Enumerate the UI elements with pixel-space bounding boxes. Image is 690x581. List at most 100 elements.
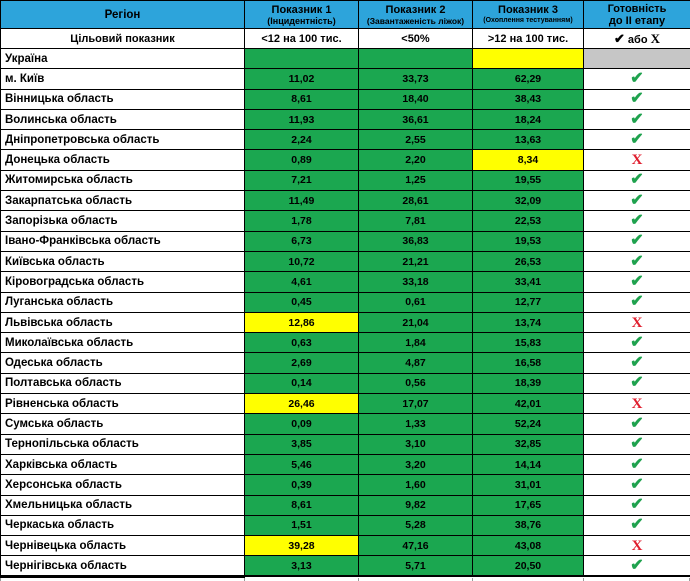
indicator-cell: 17,65 [472, 494, 584, 516]
indicator-cell: 26,46 [244, 393, 359, 415]
indicator-cell: 11,93 [244, 108, 359, 131]
region-cell: Київська область [0, 250, 245, 273]
target-indicator-row: Цільовий показник <12 на 100 тис. <50% >… [0, 28, 690, 49]
indicator-cell: 21,21 [358, 250, 473, 273]
cross-icon: Х [631, 314, 643, 331]
region-cell: Кіровоградська область [0, 271, 245, 293]
readiness-cell: ✔ [583, 250, 690, 273]
indicator-cell: 1,51 [244, 514, 359, 537]
readiness-cell: ✔ [583, 129, 690, 151]
indicator-cell: 8,34 [472, 149, 584, 171]
indicator-cell: 33,41 [472, 271, 584, 293]
cross-icon: Х [631, 395, 643, 412]
indicator-cell: 19,55 [472, 169, 584, 192]
readiness-cell: Х [583, 311, 690, 334]
table-row: м. Київ 11,02 33,73 62,29 ✔ [0, 68, 690, 90]
indicator-cell: 62,29 [472, 68, 584, 90]
check-icon: ✔ [630, 232, 644, 250]
indicator-cell: 2,69 [244, 352, 359, 374]
check-icon: ✔ [630, 212, 644, 230]
table-row: Вінницька область 8,61 18,40 38,43 ✔ [0, 88, 690, 110]
indicator-cell: 1,25 [358, 169, 473, 192]
indicator-cell: 3,10 [358, 433, 473, 455]
readiness-cell: ✔ [583, 68, 690, 90]
indicator-cell: 32,85 [472, 433, 584, 455]
indicator-cell: 42,01 [472, 393, 584, 415]
col-header-indicator3: Показник 3 (Охоплення тестуванням) [472, 0, 584, 29]
check-icon: ✔ [630, 333, 644, 351]
indicator-cell: 8,61 [244, 494, 359, 516]
readiness-cell: ✔ [583, 474, 690, 496]
indicator-cell: 0,89 [244, 149, 359, 171]
indicator-cell: 13,74 [472, 311, 584, 334]
indicator-cell: 1,78 [244, 210, 359, 232]
col-header-indicator2: Показник 2 (Завантаженість ліжок) [358, 0, 473, 29]
region-cell: Івано-Франківська область [0, 230, 245, 252]
indicator-cell: 32,09 [472, 190, 584, 212]
readiness-cell: Х [583, 393, 690, 415]
readiness-cell: ✔ [583, 210, 690, 232]
indicator-cell [358, 47, 473, 70]
readiness-cell: ✔ [583, 271, 690, 293]
indicator-cell: 21,04 [358, 311, 473, 334]
check-icon: ✔ [613, 30, 625, 46]
table-row: Черкаська область 1,51 5,28 38,76 ✔ [0, 514, 690, 537]
readiness-cell: ✔ [583, 190, 690, 212]
check-icon: ✔ [630, 516, 644, 534]
indicator-cell: 17,07 [358, 393, 473, 415]
region-cell: Сумська область [0, 413, 245, 435]
region-cell: Волинська область [0, 108, 245, 131]
indicator-cell: 16,58 [472, 352, 584, 374]
check-icon: ✔ [630, 252, 644, 270]
table-row: Миколаївська область 0,63 1,84 15,83 ✔ [0, 332, 690, 354]
region-cell: Херсонська область [0, 474, 245, 496]
table-row: Дніпропетровська область 2,24 2,55 13,63 ✔ [0, 129, 690, 151]
readiness-cell: ✔ [583, 453, 690, 476]
table-row: Сумська область 0,09 1,33 52,24 ✔ [0, 413, 690, 435]
indicator-cell: 4,87 [358, 352, 473, 374]
indicator-cell: 13,63 [472, 129, 584, 151]
indicator-cell: 7,81 [358, 210, 473, 232]
indicator-cell: 0,39 [244, 474, 359, 496]
readiness-cell: ✔ [583, 372, 690, 395]
indicator-cell: 18,39 [472, 372, 584, 395]
indicator-cell: 12,86 [244, 311, 359, 334]
indicator-cell: 33,73 [358, 68, 473, 90]
readiness-cell: ✔ [583, 230, 690, 252]
region-cell: Запорізька область [0, 210, 245, 232]
readiness-cell: ✔ [583, 291, 690, 313]
indicator-cell: 38,43 [472, 88, 584, 110]
indicator-cell: 20,50 [472, 555, 584, 578]
indicator-cell: 0,63 [244, 332, 359, 354]
indicator-cell: 15,83 [472, 332, 584, 354]
col-header-readiness: Готовність до II етапу [583, 0, 690, 29]
indicator-cell: 36,83 [358, 230, 473, 252]
col-header-indicator1: Показник 1 (Інцидентність) [244, 0, 359, 29]
region-cell: Миколаївська область [0, 332, 245, 354]
check-icon: ✔ [630, 171, 644, 189]
readiness-cell: ✔ [583, 514, 690, 537]
region-cell: м. Київ [0, 68, 245, 90]
check-icon: ✔ [630, 191, 644, 209]
region-cell: Чернівецька область [0, 535, 245, 557]
check-icon: ✔ [630, 69, 644, 87]
region-cell: Вінницька область [0, 88, 245, 110]
target-row-label: Цільовий показник [0, 28, 245, 49]
region-cell: Україна [0, 47, 245, 70]
region-cell: Львівська область [0, 311, 245, 334]
target-value-indicator3: >12 на 100 тис. [472, 28, 584, 49]
readiness-cell: ✔ [583, 169, 690, 192]
table-row: Закарпатська область 11,49 28,61 32,09 ✔ [0, 190, 690, 212]
indicator-cell: 3,20 [358, 453, 473, 476]
readiness-cell [583, 47, 690, 70]
col-header-region: Регіон [0, 0, 245, 29]
check-icon: ✔ [630, 374, 644, 392]
indicator-cell: 2,20 [358, 149, 473, 171]
col-header-indicator1-title: Показник 1 [271, 3, 332, 16]
indicator-cell: 3,13 [244, 555, 359, 578]
indicator-cell: 0,56 [358, 372, 473, 395]
indicator-cell: 18,40 [358, 88, 473, 110]
table-row: Чернігівська область 3,13 5,71 20,50 ✔ [0, 555, 690, 578]
indicator-cell: 19,53 [472, 230, 584, 252]
table-row: Одеська область 2,69 4,87 16,58 ✔ [0, 352, 690, 374]
